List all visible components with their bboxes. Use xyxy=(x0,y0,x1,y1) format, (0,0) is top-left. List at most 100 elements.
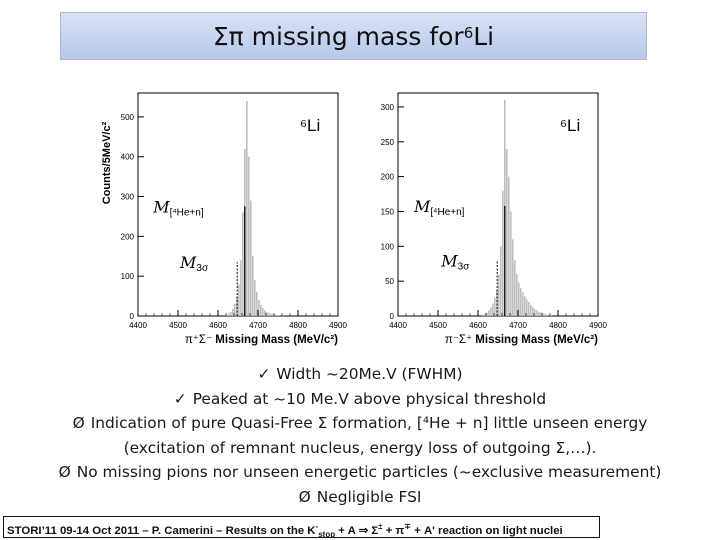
x-tick-label: 4800 xyxy=(549,321,567,330)
annotation-label: M[⁴He+n] xyxy=(152,197,204,218)
x-axis-label: π⁺Σ⁻ Missing Mass (MeV/c²) xyxy=(185,334,338,346)
x-tick-label: 4600 xyxy=(209,321,227,330)
annotation-main: M xyxy=(179,253,197,272)
histogram-right: 4400 4500 4600 4700 4800 4900 0 50 100 150 200 250 3… xyxy=(350,88,610,350)
x-tick-label: 4500 xyxy=(429,321,447,330)
histogram-bar xyxy=(270,313,272,316)
histogram-bar xyxy=(228,313,230,316)
arrow-bullet-icon: Ø xyxy=(298,487,311,506)
bullet-text: No missing pions nor unseen energetic pa… xyxy=(76,463,662,481)
bullet-line: Ø Indication of pure Quasi-Free Σ formati… xyxy=(0,411,720,436)
histogram-bar xyxy=(550,315,552,316)
footer-sup1: - xyxy=(315,522,319,531)
y-tick-label: 0 xyxy=(130,312,135,321)
histogram-bar xyxy=(232,308,234,316)
y-tick-label: 0 xyxy=(390,312,395,321)
histogram-bar xyxy=(234,304,236,316)
plot-frame xyxy=(137,92,339,317)
title-text: Σπ missing mass for xyxy=(212,21,464,51)
x-axis-label: π⁻Σ⁺ Missing Mass (MeV/c²) xyxy=(445,334,598,346)
y-tick-label: 200 xyxy=(121,232,135,241)
histogram-bar xyxy=(260,304,262,316)
nucleus-label: ⁶Li xyxy=(300,116,320,135)
histogram-bar xyxy=(546,314,548,316)
x-tick-label: 4500 xyxy=(169,321,187,330)
annotation-sub: [⁴He+n] xyxy=(430,207,464,218)
annotation-sub: 3σ xyxy=(458,261,471,272)
footer-part3: + π xyxy=(382,524,405,537)
histogram-bar xyxy=(536,310,538,316)
histogram-bar xyxy=(266,312,268,316)
histogram-bar xyxy=(540,312,542,316)
x-tick-label: 4400 xyxy=(389,321,407,330)
bullet-text: (excitation of remnant nucleus, energy l… xyxy=(123,438,597,457)
bullet-list: ✓ Width ~20Me.V (FWHM) ✓ Peaked at ~10 Me.V… xyxy=(0,362,720,509)
bullet-text: Width ~20Me.V (FWHM) xyxy=(276,365,463,383)
footer-sup2: ± xyxy=(378,522,383,531)
histogram-bar xyxy=(494,297,496,316)
histogram-bar xyxy=(230,312,232,316)
y-tick-label: 150 xyxy=(381,207,395,216)
x-tick-label: 4700 xyxy=(509,321,527,330)
annotation-label: M[⁴He+n] xyxy=(413,197,465,218)
histogram-bar xyxy=(502,190,504,316)
histogram-bar xyxy=(508,176,510,316)
histogram-bar xyxy=(522,292,524,316)
histogram-bar xyxy=(496,289,498,316)
nucleus-label: ⁶Li xyxy=(560,116,580,135)
annotation-label: M3σ xyxy=(179,253,209,274)
slide-title: Σπ missing mass for 6 Li xyxy=(60,12,647,60)
histogram-bar xyxy=(254,280,256,316)
histogram-bar xyxy=(484,313,486,316)
histogram-bar xyxy=(226,314,228,316)
histogram-bar xyxy=(264,310,266,316)
histogram-bar xyxy=(278,315,280,316)
arrow-bullet-icon: Ø xyxy=(72,414,85,432)
annotation-main: M xyxy=(413,197,431,216)
histogram-bar xyxy=(524,296,526,316)
footer-part4: + A' reaction on light nuclei xyxy=(410,524,563,537)
annotation-main: M xyxy=(440,251,458,270)
x-tick-label: 4900 xyxy=(589,321,607,330)
x-tick-label: 4800 xyxy=(289,321,307,330)
y-tick-label: 100 xyxy=(121,272,135,281)
annotation-sub: 3σ xyxy=(196,263,209,274)
annotation-sub: [⁴He+n] xyxy=(170,207,204,218)
histogram-bar xyxy=(276,314,278,316)
histogram-bar xyxy=(530,304,532,316)
footer-sub1: stop xyxy=(318,530,336,538)
histogram-bar xyxy=(252,256,254,316)
histogram-bar xyxy=(272,314,274,316)
y-tick-label: 500 xyxy=(121,113,135,122)
x-tick-label: 4700 xyxy=(249,321,267,330)
title-superscript: 6 xyxy=(463,24,474,42)
y-tick-label: 100 xyxy=(381,242,395,251)
bullet-line: Ø Negligible FSI xyxy=(0,485,720,510)
bullet-text: Negligible FSI xyxy=(316,487,422,506)
histogram-bar xyxy=(520,288,522,316)
histogram-bar xyxy=(256,292,258,316)
histogram-bar xyxy=(246,100,248,316)
histogram-bar xyxy=(526,299,528,316)
y-axis-label: Counts/5MeV/c² xyxy=(101,121,113,204)
histogram-bar xyxy=(488,310,490,316)
histogram-bar xyxy=(274,314,276,316)
x-axis-label-prefix: π⁺Σ⁻ xyxy=(185,334,215,346)
histogram-left-svg: 4400 4500 4600 4700 4800 4900 0 100 200 300 400 500… xyxy=(101,92,347,346)
histogram-bar xyxy=(506,148,508,316)
check-icon: ✓ xyxy=(257,365,271,383)
bullet-line: ✓ Peaked at ~10 Me.V above physical thres… xyxy=(0,387,720,412)
bullet-text: Peaked at ~10 Me.V above physical thresh… xyxy=(192,389,547,408)
histogram-bar xyxy=(242,212,244,316)
histogram-bar xyxy=(258,300,260,316)
histogram-bar xyxy=(268,312,270,316)
histogram-bar xyxy=(544,313,546,316)
bullet-text: Indication of pure Quasi-Free Σ formatio… xyxy=(90,414,648,432)
histogram-bar xyxy=(500,246,502,316)
footer-citation: STORI’11 09-14 Oct 2011 – P. Camerini – … xyxy=(3,516,600,538)
check-icon: ✓ xyxy=(173,389,187,408)
histogram-bar xyxy=(236,296,238,316)
histogram-left: 4400 4500 4600 4700 4800 4900 0 100 200 300 400 500… xyxy=(100,88,350,350)
footer-part1: STORI’11 09-14 Oct 2011 – P. Camerini – … xyxy=(7,524,316,537)
y-tick-label: 200 xyxy=(381,173,395,182)
